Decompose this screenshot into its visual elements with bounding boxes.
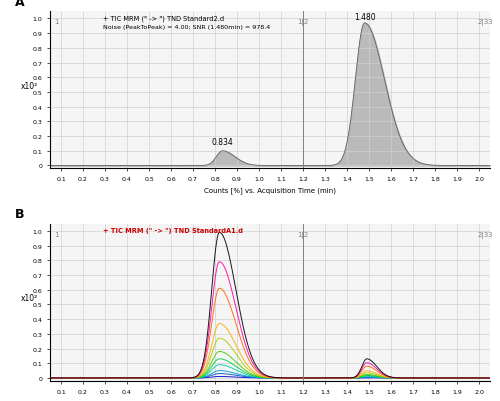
Text: Noise (PeakToPeak) = 4.00; SNR (1.480min) = 978.4: Noise (PeakToPeak) = 4.00; SNR (1.480min… bbox=[103, 24, 270, 30]
Text: + TIC MRM (" -> ") TND StandardA1.d: + TIC MRM (" -> ") TND StandardA1.d bbox=[103, 227, 242, 233]
Text: 1.480: 1.480 bbox=[354, 13, 376, 22]
Text: 3: 3 bbox=[488, 19, 492, 25]
Text: 0.834: 0.834 bbox=[212, 138, 234, 147]
X-axis label: Counts [%] vs. Acquisition Time (min): Counts [%] vs. Acquisition Time (min) bbox=[204, 399, 336, 401]
Text: 2|3: 2|3 bbox=[478, 19, 489, 26]
Y-axis label: x10²: x10² bbox=[21, 294, 38, 302]
Text: 2|3: 2|3 bbox=[478, 231, 489, 238]
Text: 1|2: 1|2 bbox=[298, 231, 308, 238]
Text: + TIC MRM (" -> ") TND Standard2.d: + TIC MRM (" -> ") TND Standard2.d bbox=[103, 15, 224, 22]
Text: A: A bbox=[15, 0, 24, 9]
X-axis label: Counts [%] vs. Acquisition Time (min): Counts [%] vs. Acquisition Time (min) bbox=[204, 187, 336, 194]
Text: 1: 1 bbox=[54, 19, 59, 25]
Text: 3: 3 bbox=[488, 231, 492, 237]
Text: B: B bbox=[15, 208, 24, 221]
Text: 1|2: 1|2 bbox=[298, 19, 308, 26]
Y-axis label: x10²: x10² bbox=[21, 81, 38, 91]
Text: 1: 1 bbox=[54, 231, 59, 237]
